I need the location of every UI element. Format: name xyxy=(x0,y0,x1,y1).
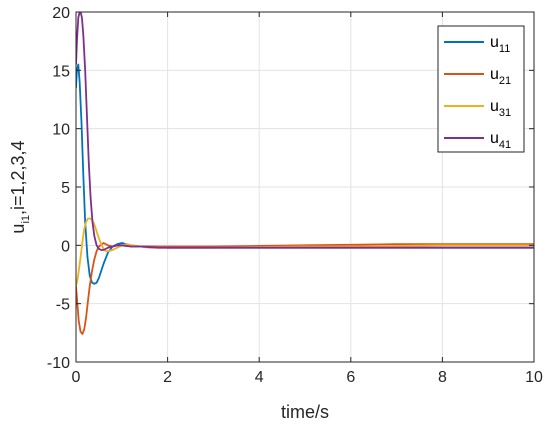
legend-label: u31 xyxy=(490,98,511,119)
y-axis-label-sub: i1 xyxy=(20,215,32,224)
legend-label-sub: 11 xyxy=(499,43,510,55)
series-line-u41 xyxy=(76,12,534,251)
y-tick-label: 5 xyxy=(61,180,70,197)
x-tick-label: 2 xyxy=(163,369,172,386)
y-tick-label: 0 xyxy=(61,238,70,255)
legend-label: u21 xyxy=(490,66,511,87)
x-tick-label: 8 xyxy=(438,369,447,386)
series-line-u21 xyxy=(76,242,534,335)
legend-label: u11 xyxy=(490,34,510,55)
legend-label-sub: 31 xyxy=(499,107,511,119)
y-axis-label-rest: ,i=1,2,3,4 xyxy=(8,140,28,215)
legend-label-main: u xyxy=(490,34,499,51)
y-tick-label: 15 xyxy=(52,63,70,80)
x-tick-label: 10 xyxy=(525,369,543,386)
y-tick-label: 10 xyxy=(52,122,70,139)
x-axis-ticks: 0 2 4 6 8 10 xyxy=(72,12,543,386)
legend-label-main: u xyxy=(490,66,499,83)
y-tick-label: -5 xyxy=(56,297,70,314)
legend-label: u41 xyxy=(490,130,511,151)
y-tick-label: -10 xyxy=(47,355,70,372)
y-tick-label: 20 xyxy=(52,5,70,22)
x-axis-label: time/s xyxy=(281,402,329,422)
legend-box xyxy=(437,25,525,153)
y-axis-ticks: -10 -5 0 5 10 15 20 xyxy=(47,5,534,372)
x-tick-label: 0 xyxy=(72,369,81,386)
series-line-u31 xyxy=(76,217,534,287)
legend-label-main: u xyxy=(490,130,499,147)
x-tick-label: 6 xyxy=(346,369,355,386)
y-axis-label-main: u xyxy=(8,224,28,234)
legend-label-sub: 21 xyxy=(499,75,511,87)
legend-label-sub: 41 xyxy=(499,139,511,151)
series-lines xyxy=(76,12,534,335)
legend-label-main: u xyxy=(490,98,499,115)
y-axis-label: ui1,i=1,2,3,4 xyxy=(8,140,32,233)
x-tick-label: 4 xyxy=(255,369,264,386)
